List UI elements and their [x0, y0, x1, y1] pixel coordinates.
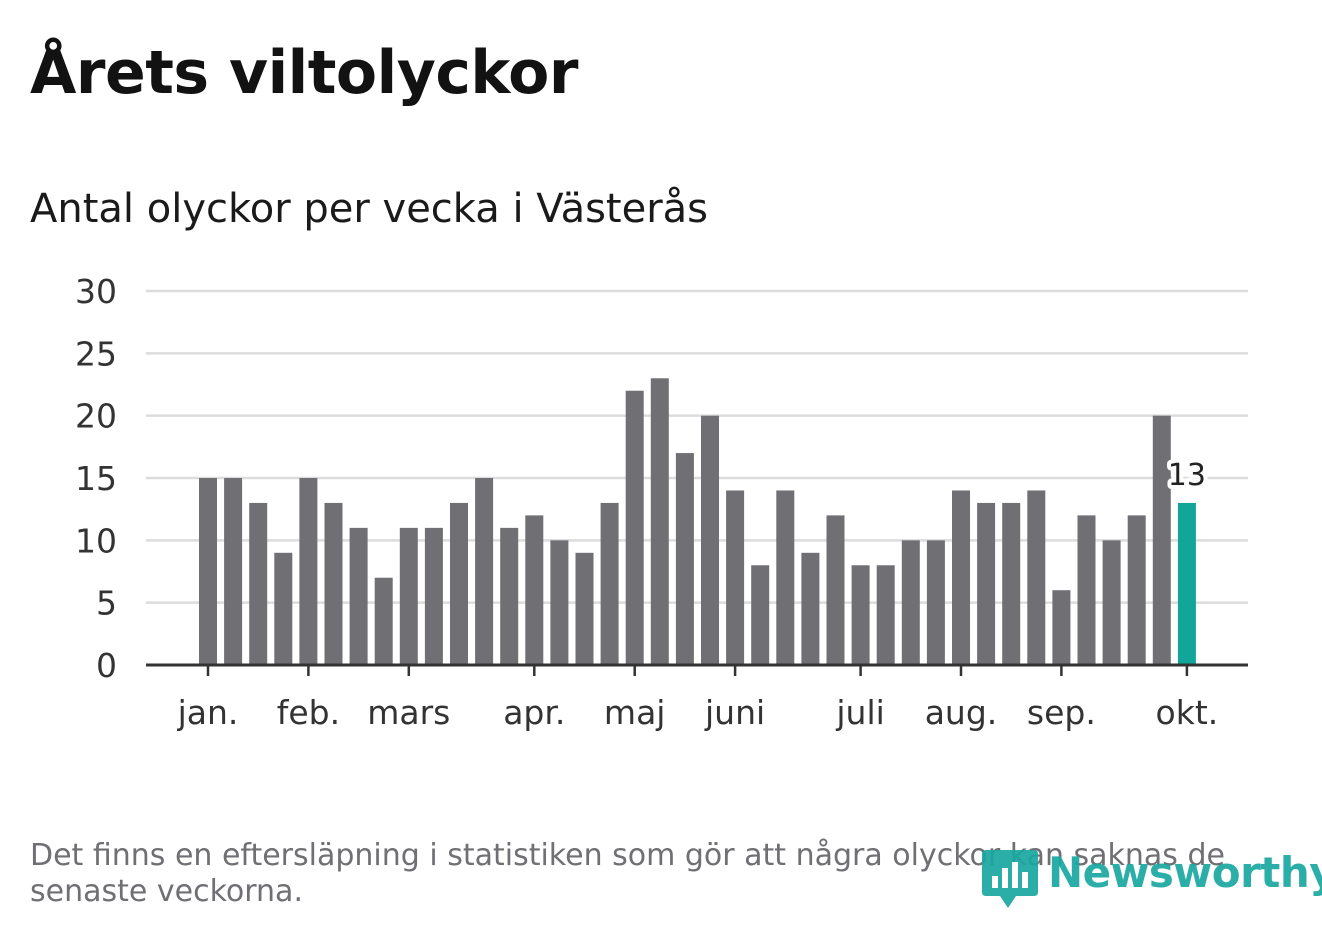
bar [550, 540, 569, 665]
bar [324, 502, 343, 665]
bar [1052, 590, 1071, 665]
bar [625, 390, 644, 665]
bar [701, 415, 719, 665]
bar [952, 490, 970, 665]
bar [650, 378, 669, 665]
bar [1127, 515, 1146, 665]
bar [374, 577, 393, 665]
bar [575, 552, 594, 665]
data-label-last-week: 13 [1168, 458, 1206, 493]
x-tick-label: juli [835, 693, 884, 732]
bar [475, 478, 494, 665]
data-labels: 13 [1164, 454, 1210, 497]
bar [1152, 415, 1171, 665]
bar [224, 478, 243, 665]
x-tick-label: sep. [1027, 693, 1096, 732]
bar [274, 552, 293, 665]
bar [600, 502, 619, 665]
bar [1077, 515, 1096, 665]
newsworthy-logo-icon [982, 850, 1038, 908]
bar [500, 527, 519, 665]
bar [299, 478, 318, 665]
bar [199, 478, 217, 665]
y-axis-ticks: 0 5 10 15 20 25 30 [75, 272, 117, 685]
bar [1027, 490, 1046, 665]
x-tick-label: juni [704, 693, 765, 732]
bar [1102, 540, 1121, 665]
x-tick-label: feb. [277, 693, 340, 732]
bar [901, 540, 920, 665]
x-tick-label: apr. [503, 693, 565, 732]
bar [826, 515, 845, 665]
x-tick-label: jan. [177, 693, 239, 732]
bar [424, 527, 443, 665]
bar [801, 552, 820, 665]
bar [450, 502, 468, 665]
bar [726, 490, 745, 665]
bar [525, 515, 544, 665]
bar [249, 502, 268, 665]
newsworthy-logo: Newsworthy [980, 846, 1322, 912]
bar-highlight [1177, 502, 1196, 665]
bar [926, 540, 945, 665]
bar-chart: 0 5 10 15 20 25 30 jan. feb. mars apr. maj juni juli… [75, 272, 1248, 732]
bar [675, 453, 694, 665]
bar [851, 565, 870, 665]
bar [876, 565, 895, 665]
bar [399, 527, 418, 665]
x-tick-label: maj [604, 693, 666, 732]
y-tick-label: 25 [75, 334, 117, 373]
bar [1002, 502, 1021, 665]
x-tick-label: okt. [1156, 693, 1219, 732]
y-tick-label: 15 [75, 459, 117, 498]
x-axis-ticks: jan. feb. mars apr. maj juni juli aug. sep. okt. [177, 665, 1219, 732]
y-tick-label: 10 [75, 521, 117, 560]
bar [977, 502, 996, 665]
y-tick-label: 0 [96, 646, 117, 685]
bar [776, 490, 795, 665]
x-tick-label: mars [367, 693, 450, 732]
chart-subtitle: Antal olyckor per vecka i Västerås [30, 186, 709, 232]
y-tick-label: 30 [75, 272, 117, 311]
bars [199, 378, 1196, 665]
bar [349, 527, 368, 665]
y-tick-label: 5 [96, 584, 117, 623]
chart-title: Årets viltolyckor [30, 38, 579, 108]
newsworthy-logo-text: Newsworthy [1048, 848, 1322, 897]
y-tick-label: 20 [75, 397, 117, 436]
bar [751, 565, 770, 665]
x-tick-label: aug. [925, 693, 998, 732]
